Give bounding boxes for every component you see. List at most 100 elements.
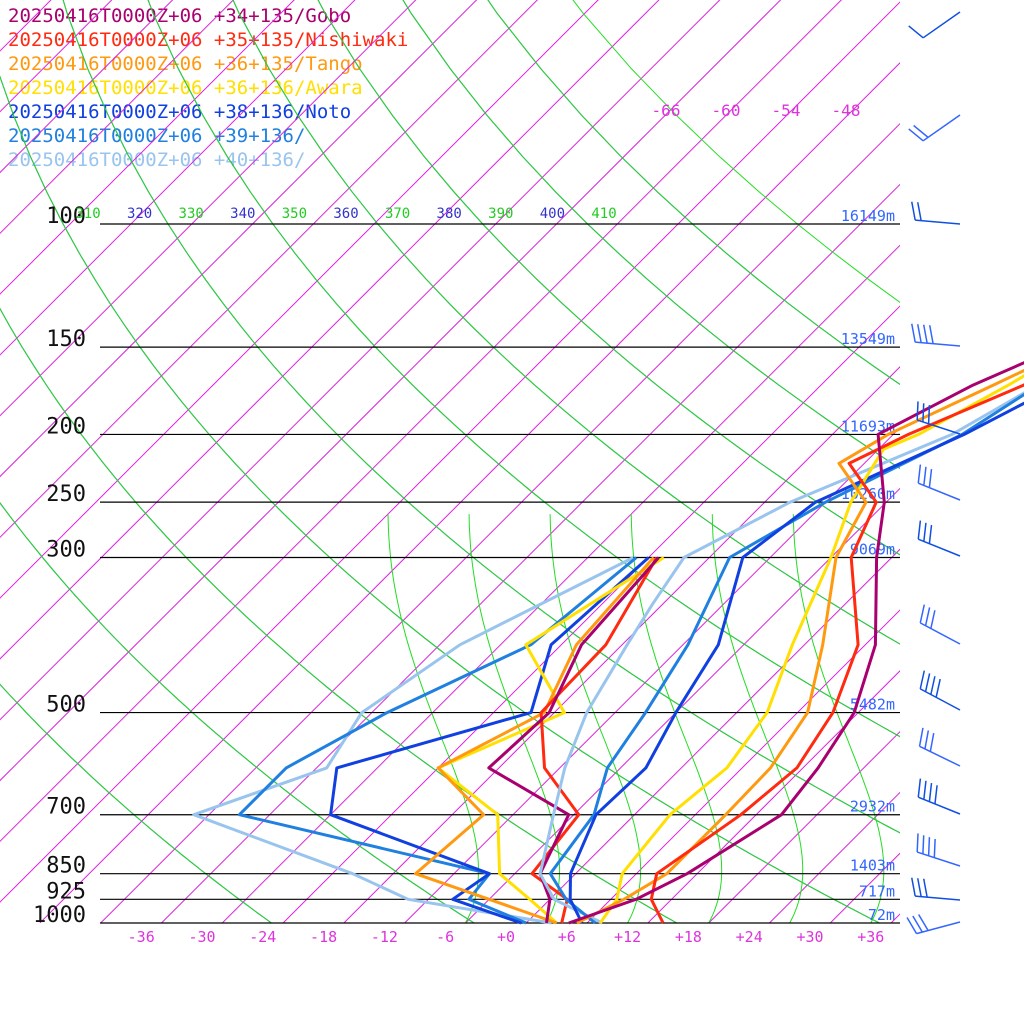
isotherm-line <box>0 0 539 539</box>
legend-entry: 20250416T0000Z+06 +36+136/Awara <box>8 77 363 99</box>
adiabat-line <box>0 502 476 923</box>
temperature-series-line <box>568 401 1024 924</box>
pressure-tick-label: 150 <box>46 327 86 352</box>
pressure-tick-label: 300 <box>46 538 86 563</box>
theta-label: 360 <box>333 206 358 222</box>
adiabat-line <box>0 75 881 923</box>
isotherm-line <box>221 244 900 923</box>
height-label: 16149m <box>841 207 895 225</box>
isotherm-line <box>0 0 721 721</box>
isotherm-line <box>0 0 174 174</box>
background-lines <box>0 0 1024 923</box>
theta-label: 350 <box>282 206 307 222</box>
dewpoint-series-line <box>436 556 665 925</box>
height-label: 11693m <box>841 417 895 435</box>
theta-label: 390 <box>488 206 513 222</box>
isotherm-line <box>708 730 900 923</box>
dewpoint-series-line <box>414 556 655 925</box>
isotherm-line <box>586 609 900 923</box>
isotherm-line <box>0 0 478 478</box>
moist-adiabat-line <box>792 514 885 923</box>
isotherm-line <box>100 122 900 923</box>
isotherm-line <box>282 305 900 923</box>
temperature-tick-label: +30 <box>796 928 823 946</box>
wind-barb <box>917 778 961 815</box>
legend-entry: 20250416T0000Z+06 +40+136/ <box>8 149 306 171</box>
height-label: 13549m <box>841 330 895 348</box>
wind-barb <box>916 401 961 435</box>
theta-label: 410 <box>591 206 616 222</box>
upper-temperature-label: -66 <box>652 101 681 120</box>
isotherm-line <box>343 366 900 923</box>
wind-barb <box>916 833 961 867</box>
isotherm-line <box>647 670 900 923</box>
temperature-tick-label: +0 <box>497 928 515 946</box>
isotherm-line <box>0 1 900 903</box>
wind-barb <box>908 11 961 39</box>
soundings <box>192 361 1024 925</box>
pressure-tick-label: 500 <box>46 693 86 718</box>
adiabat-line <box>147 0 900 738</box>
adiabat-line <box>0 683 273 923</box>
upper-temperature-label: -54 <box>772 101 801 120</box>
dewpoint-series-line <box>329 556 650 925</box>
wind-barb <box>917 464 961 501</box>
wind-barb <box>911 201 961 225</box>
temperature-series-line <box>598 374 1024 924</box>
temperature-tick-label: +12 <box>614 928 641 946</box>
wind-barbs <box>906 11 961 935</box>
adiabat-line <box>232 0 900 645</box>
isotherm-line <box>0 0 782 782</box>
isotherm-line <box>769 791 900 923</box>
theta-label: 310 <box>75 206 100 222</box>
pressure-tick-label: 850 <box>46 854 86 879</box>
legend-entry: 20250416T0000Z+06 +34+135/Gobo <box>8 5 352 27</box>
wind-barb <box>911 877 961 901</box>
height-label: 9069m <box>850 541 895 559</box>
wind-barb <box>908 114 961 142</box>
wind-barb <box>917 520 961 557</box>
isotherm-line <box>0 0 356 356</box>
wind-barb <box>919 604 961 645</box>
isotherm-line <box>1013 0 1024 923</box>
adiabat-line <box>0 307 678 923</box>
height-label: 717m <box>859 882 895 900</box>
theta-label: 340 <box>230 206 255 222</box>
adiabat-line <box>317 0 900 556</box>
height-label: 2932m <box>850 798 895 816</box>
temperature-tick-label: -6 <box>436 928 454 946</box>
isotherm-line <box>525 548 900 923</box>
theta-label: 330 <box>179 206 204 222</box>
isotherm-line <box>0 0 842 842</box>
temperature-tick-label: -30 <box>188 928 215 946</box>
upper-temperature-label: -48 <box>832 101 861 120</box>
temperature-tick-label: +6 <box>558 928 576 946</box>
temperature-series-line <box>649 383 1024 924</box>
temperature-tick-label: -12 <box>371 928 398 946</box>
wind-barb <box>919 670 961 711</box>
legend: 20250416T0000Z+06 +34+135/Gobo 20250416T0… <box>8 4 408 172</box>
isotherm-line <box>0 0 660 660</box>
height-label: 5482m <box>850 696 895 714</box>
pressure-tick-label: 250 <box>46 482 86 507</box>
adiabat-line <box>317 0 900 556</box>
legend-entry: 20250416T0000Z+06 +35+135/Nishiwaki <box>8 29 409 51</box>
isotherm-line <box>39 62 900 923</box>
theta-label: 400 <box>540 206 565 222</box>
temperature-tick-label: -36 <box>128 928 155 946</box>
isotherm-line <box>0 0 599 599</box>
pressure-tick-label: 200 <box>46 414 86 439</box>
pressure-tick-label: 925 <box>46 879 86 904</box>
temperature-tick-label: -18 <box>310 928 337 946</box>
adiabat-line <box>0 75 881 923</box>
temperature-tick-label: +36 <box>857 928 884 946</box>
wind-barb <box>906 914 961 935</box>
isotherm-line <box>0 0 417 417</box>
temperature-series-line <box>568 361 1024 925</box>
wind-barb <box>918 727 961 767</box>
isotherm-line <box>952 0 1024 923</box>
temperature-series-line <box>576 368 1024 925</box>
height-label: 72m <box>868 906 895 924</box>
temperature-tick-label: +18 <box>675 928 702 946</box>
